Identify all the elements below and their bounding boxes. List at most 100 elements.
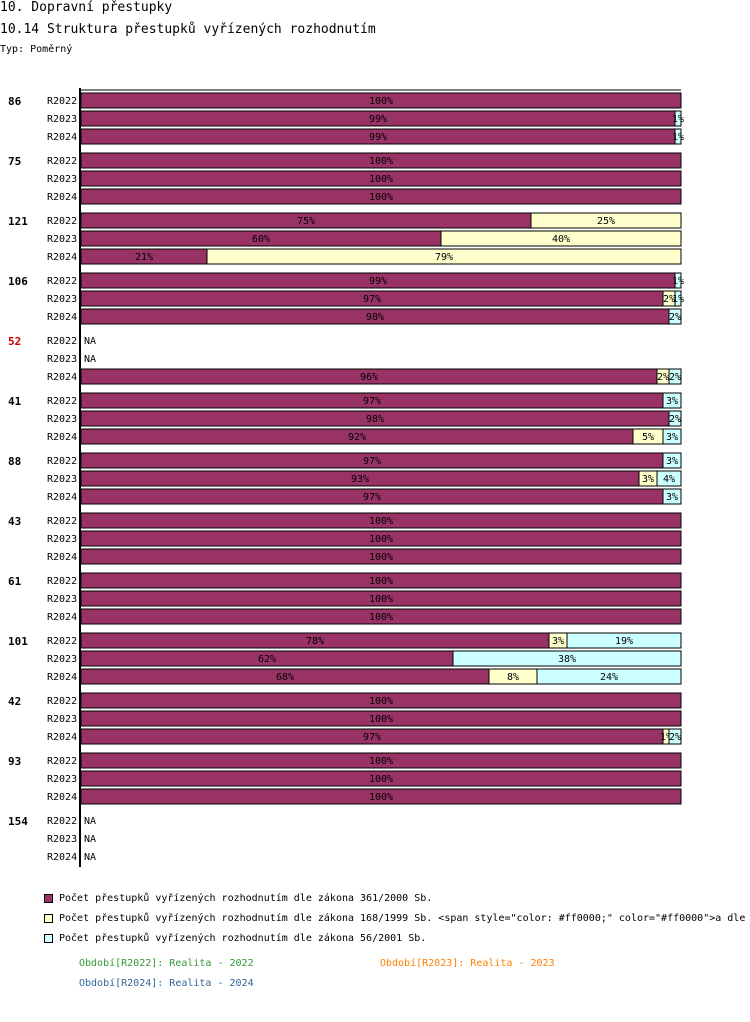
bar-data-label: 24%: [600, 672, 618, 683]
row-period-label: R2024: [47, 612, 77, 623]
row-period-label: R2023: [47, 174, 77, 185]
bar-data-label: 25%: [597, 216, 615, 227]
bar-data-label: 100%: [369, 792, 393, 803]
row-period-label: R2022: [47, 96, 77, 107]
row-period-label: R2022: [47, 396, 77, 407]
group-label: 88: [8, 455, 21, 468]
bar-data-label: 97%: [363, 456, 381, 467]
row-period-label: R2024: [47, 672, 77, 683]
bar-segment: [674, 128, 682, 145]
na-label: NA: [84, 336, 96, 347]
na-label: NA: [84, 834, 96, 845]
na-label: NA: [84, 852, 96, 863]
bar-data-label: 62%: [258, 654, 276, 665]
period-label-2022: Období[R2022]: Realita - 2022: [79, 958, 254, 969]
row-period-label: R2024: [47, 312, 77, 323]
bar-segment: [206, 248, 682, 265]
row-period-label: R2024: [47, 492, 77, 503]
bar-data-label: 60%: [252, 234, 270, 245]
row-period-label: R2022: [47, 696, 77, 707]
bar-segment: [668, 728, 682, 745]
bar-segment: [674, 272, 682, 289]
bar-segment: [674, 110, 682, 127]
bar-data-label: 97%: [363, 294, 381, 305]
row-period-label: R2024: [47, 132, 77, 143]
bar-data-label: 100%: [369, 534, 393, 545]
bar-data-label: 1%: [672, 132, 684, 143]
bar-data-label: 21%: [135, 252, 153, 263]
bar-segment: [80, 770, 682, 787]
bar-data-label: 2%: [669, 414, 681, 425]
row-period-label: R2023: [47, 654, 77, 665]
legend-swatch-s3: [44, 934, 53, 943]
row-period-label: R2022: [47, 576, 77, 587]
bar-segment: [80, 92, 682, 109]
bar-data-label: 2%: [669, 312, 681, 323]
legend-swatch-s2: [44, 914, 53, 923]
row-period-label: R2022: [47, 756, 77, 767]
row-period-label: R2023: [47, 714, 77, 725]
row-period-label: R2024: [47, 732, 77, 743]
bar-segment: [80, 590, 682, 607]
group-label: 121: [8, 215, 28, 228]
bar-data-label: 99%: [369, 114, 387, 125]
bar-data-label: 78%: [306, 636, 324, 647]
bar-data-label: 100%: [369, 174, 393, 185]
na-label: NA: [84, 354, 96, 365]
bar-data-label: 93%: [351, 474, 369, 485]
row-period-label: R2023: [47, 414, 77, 425]
bar-data-label: 1%: [672, 294, 684, 305]
legend-swatch-s1: [44, 894, 53, 903]
bar-data-label: 1%: [672, 276, 684, 287]
row-period-label: R2022: [47, 516, 77, 527]
row-period-label: R2022: [47, 276, 77, 287]
bar-segment: [668, 308, 682, 325]
bar-data-label: 100%: [369, 714, 393, 725]
bar-data-label: 100%: [369, 594, 393, 605]
bar-data-label: 100%: [369, 774, 393, 785]
bar-data-label: 4%: [663, 474, 675, 485]
row-period-label: R2024: [47, 252, 77, 263]
bar-data-label: 97%: [363, 396, 381, 407]
legend-item-s3: Počet přestupků vyřízených rozhodnutím d…: [44, 933, 426, 944]
bar-data-label: 19%: [615, 636, 633, 647]
bar-segment: [80, 608, 682, 625]
page-title: 10. Dopravní přestupky: [0, 0, 173, 15]
bar-data-label: 97%: [363, 492, 381, 503]
bar-data-label: 3%: [666, 492, 678, 503]
bar-segment: [452, 650, 682, 667]
na-label: NA: [84, 816, 96, 827]
bar-data-label: 3%: [552, 636, 564, 647]
group-label: 93: [8, 755, 21, 768]
bar-segment: [440, 230, 682, 247]
row-period-label: R2024: [47, 792, 77, 803]
group-label: 41: [8, 395, 22, 408]
bar-segment: [80, 152, 682, 169]
bar-data-label: 97%: [363, 732, 381, 743]
row-period-label: R2022: [47, 456, 77, 467]
bar-segment: [536, 668, 682, 685]
bar-segment: [80, 788, 682, 805]
bar-data-label: 99%: [369, 276, 387, 287]
row-period-label: R2023: [47, 114, 77, 125]
row-period-label: R2022: [47, 336, 77, 347]
group-label: 86: [8, 95, 22, 108]
bar-segment: [530, 212, 682, 229]
bar-data-label: 92%: [348, 432, 366, 443]
bar-data-label: 100%: [369, 576, 393, 587]
bar-segment: [80, 692, 682, 709]
group-label: 61: [8, 575, 22, 588]
bar-data-label: 68%: [276, 672, 294, 683]
group-label: 42: [8, 695, 21, 708]
bar-segment: [662, 428, 682, 445]
row-period-label: R2022: [47, 636, 77, 647]
legend-label-s2: Počet přestupků vyřízených rozhodnutím d…: [59, 913, 746, 924]
bar-segment: [656, 470, 682, 487]
bar-data-label: 100%: [369, 96, 393, 107]
bar-data-label: 40%: [552, 234, 570, 245]
legend-item-s1: Počet přestupků vyřízených rozhodnutím d…: [44, 893, 432, 904]
bar-data-label: 100%: [369, 516, 393, 527]
bar-data-label: 3%: [666, 396, 678, 407]
bar-segment: [80, 752, 682, 769]
bar-data-label: 3%: [666, 456, 678, 467]
